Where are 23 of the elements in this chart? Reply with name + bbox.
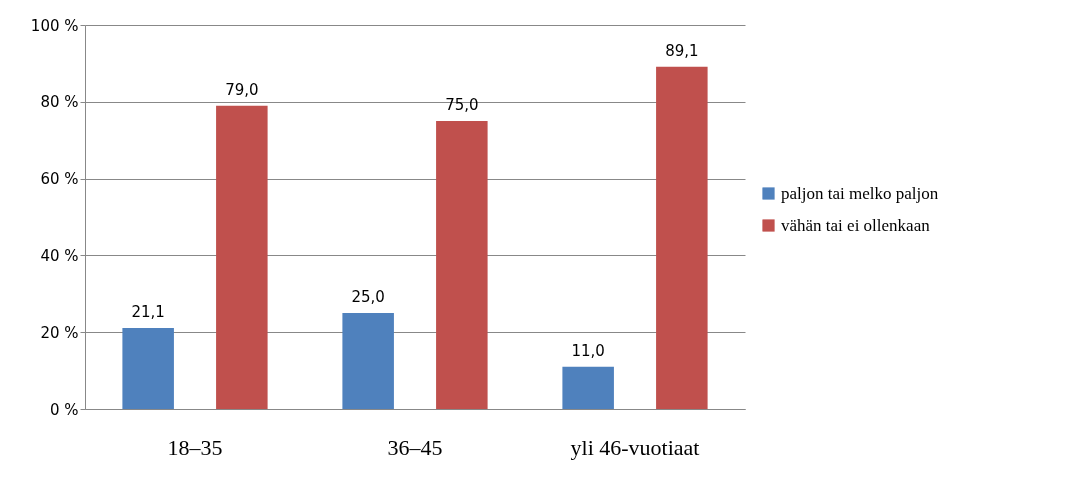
bar xyxy=(122,327,174,409)
bar xyxy=(216,105,268,409)
x-tick-label: 36–45 xyxy=(387,434,443,460)
legend-label: vähän tai ei ollenkaan xyxy=(781,215,931,235)
data-label: 21,1 xyxy=(131,302,165,321)
bar xyxy=(562,366,614,409)
data-label: 79,0 xyxy=(225,80,259,99)
x-tick-label: 18–35 xyxy=(167,434,223,460)
y-tick-label: 0 % xyxy=(49,400,79,419)
data-label: 89,1 xyxy=(665,41,699,60)
y-tick-label: 80 % xyxy=(40,93,79,112)
y-tick-label: 40 % xyxy=(40,246,79,265)
x-tick-label: yli 46-vuotiaat xyxy=(570,434,700,460)
bar xyxy=(342,313,394,409)
y-tick-label: 60 % xyxy=(40,170,79,189)
data-label: 25,0 xyxy=(351,288,385,306)
data-label: 75,0 xyxy=(445,96,479,114)
y-tick-label: 20 % xyxy=(40,323,79,342)
bar xyxy=(436,121,488,409)
bar xyxy=(656,66,708,409)
legend-label: paljon tai melko paljon xyxy=(781,183,939,203)
data-label: 11,0 xyxy=(571,341,605,360)
y-tick-label: 100 % xyxy=(30,16,79,35)
